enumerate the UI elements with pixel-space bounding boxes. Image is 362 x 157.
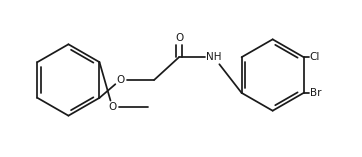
Text: Cl: Cl: [310, 52, 320, 62]
Text: Br: Br: [310, 88, 321, 98]
Text: O: O: [175, 33, 183, 43]
Text: NH: NH: [206, 52, 222, 62]
Text: O: O: [116, 75, 125, 85]
Text: O: O: [108, 102, 117, 112]
